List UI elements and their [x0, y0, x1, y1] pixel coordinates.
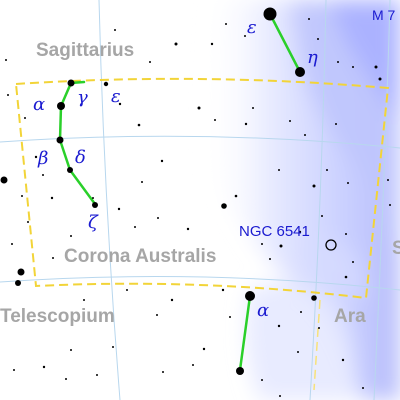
star-beta-cra — [56, 136, 64, 144]
label-ngc6541: NGC 6541 — [239, 223, 310, 240]
milky-way — [204, 0, 400, 400]
star-field — [221, 203, 227, 209]
star-field — [0, 176, 8, 184]
star-zeta-cra — [92, 202, 98, 208]
star-delta-cra — [67, 167, 73, 173]
globular-cluster-icon — [325, 239, 337, 251]
label-alpha-cra: α — [33, 94, 45, 115]
star-alpha-tel — [245, 291, 255, 301]
star-epsilon-sgr — [263, 7, 277, 21]
ara-boundary — [313, 299, 321, 391]
constellation-name-ara: Ara — [334, 306, 366, 327]
telescopium-line — [238, 294, 252, 372]
constellation-boundaries — [14, 77, 390, 391]
label-beta-cra: β — [37, 148, 48, 169]
faint-stars — [5, 18, 391, 397]
label-delta-cra: δ — [75, 147, 86, 168]
star-gamma-cra — [67, 79, 75, 87]
label-alpha-tel: α — [257, 300, 269, 321]
star-eta-sgr — [295, 67, 305, 77]
label-zeta-cra: ζ — [88, 212, 99, 233]
constellation-name-corona-australis: Corona Australis — [64, 246, 216, 267]
bright-stars — [0, 7, 317, 375]
corona-australis-boundary — [14, 77, 390, 300]
star-alpha-cra — [57, 102, 65, 110]
sagittarius-line — [268, 12, 302, 74]
star-zeta-tel — [236, 367, 244, 375]
star-epsilon-cra — [103, 81, 109, 87]
star-field — [17, 268, 25, 276]
label-epsilon-sgr: ε — [247, 17, 257, 38]
label-eta-sgr: η — [307, 47, 318, 68]
star-field — [311, 295, 317, 301]
star-field — [15, 280, 21, 286]
label-epsilon-cra: ε — [111, 86, 121, 107]
constellation-name-sagittarius: Sagittarius — [36, 40, 134, 61]
globular-cluster-ngc6541 — [325, 239, 337, 251]
label-m7: M 7 — [372, 7, 396, 23]
label-gamma-cra: γ — [77, 87, 88, 108]
constellation-name-telescopium: Telescopium — [0, 306, 115, 327]
constellation-name-partial-edge: S — [392, 238, 400, 259]
